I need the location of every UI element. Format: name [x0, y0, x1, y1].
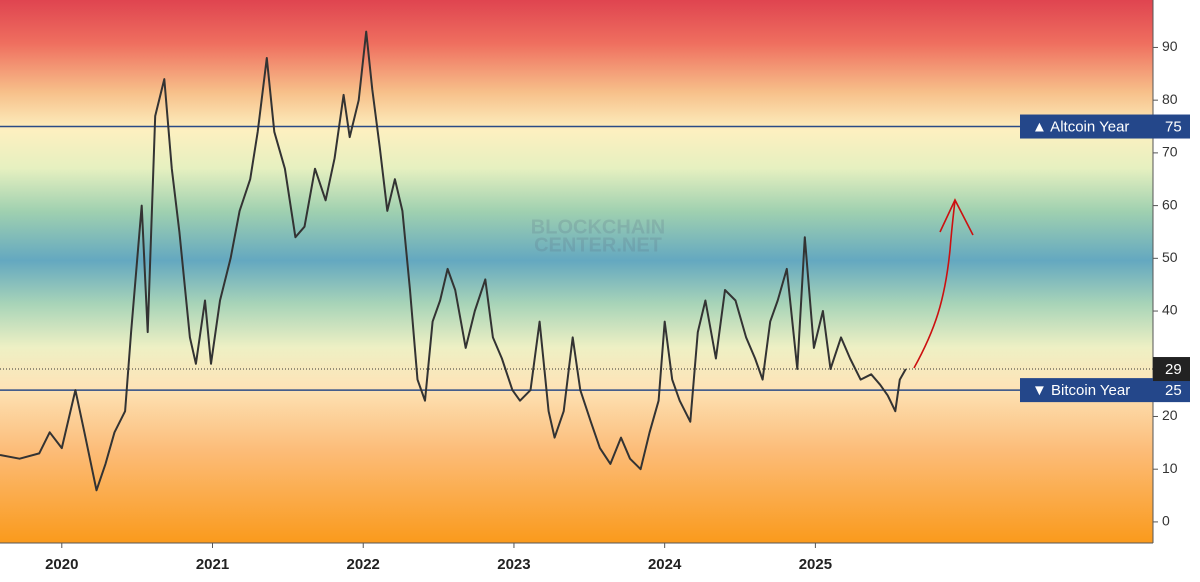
x-tick-label: 2023	[497, 556, 530, 573]
reference-label: ▼ Bitcoin Year	[1032, 382, 1130, 399]
x-tick-label: 2020	[45, 556, 78, 573]
plot-background	[0, 0, 1153, 543]
annotation-arrow	[913, 198, 974, 369]
index-line	[0, 30, 907, 492]
watermark: BLOCKCHAIN	[531, 216, 665, 238]
current-value-label: 29	[1165, 361, 1182, 378]
reference-value: 75	[1165, 118, 1182, 135]
y-tick-label: 40	[1162, 302, 1178, 318]
x-tick-label: 2022	[347, 556, 380, 573]
x-tick-label: 2021	[196, 556, 229, 573]
current-value-box	[1153, 357, 1190, 382]
x-tick-label: 2024	[648, 556, 682, 573]
y-tick-label: 70	[1162, 144, 1178, 160]
y-tick-label: 90	[1162, 38, 1178, 54]
y-tick-label: 60	[1162, 196, 1178, 212]
y-tick-label: 0	[1162, 513, 1170, 529]
y-tick-label: 50	[1162, 249, 1178, 265]
y-tick-label: 10	[1162, 460, 1178, 476]
y-tick-label: 20	[1162, 407, 1178, 423]
reference-label: ▲ Altcoin Year	[1032, 118, 1129, 135]
x-tick-label: 2025	[799, 556, 832, 573]
watermark: CENTER.NET	[534, 234, 662, 256]
reference-label-box	[1020, 378, 1190, 403]
y-tick-label: 80	[1162, 91, 1178, 107]
reference-label-box	[1020, 114, 1190, 139]
reference-value: 25	[1165, 382, 1182, 399]
